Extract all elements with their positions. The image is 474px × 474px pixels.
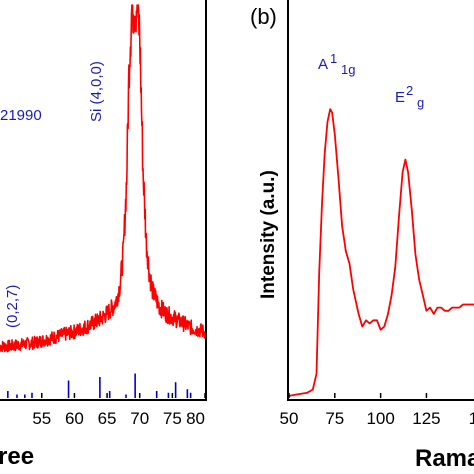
panel-b: 50 75 100 125 1 (b) Intensity (a.u.) Rama A …: [250, 0, 474, 472]
x-tick-label: 125: [412, 409, 440, 428]
x-tick-label: 50: [280, 409, 299, 428]
x-tick-label: 80: [186, 409, 205, 428]
panel-a-series-line: [0, 4, 206, 353]
e2g-sup: 2: [406, 83, 413, 98]
x-tick-label: 65: [98, 409, 117, 428]
panel-b-frame: [287, 0, 474, 401]
panel-a-x-axis-title: ree: [0, 443, 34, 470]
e2g-sub: g: [417, 95, 424, 110]
x-tick-label: 75: [163, 409, 182, 428]
x-tick-label: 70: [130, 409, 149, 428]
panel-a-reference-lines: [7, 373, 192, 398]
x-tick-label: 55: [32, 409, 51, 428]
panel-a-frame: [0, 0, 207, 401]
x-tick-label: 75: [325, 409, 344, 428]
panel-b-x-ticks: 50 75 100 125 1: [280, 393, 474, 428]
panel-b-annotation-e2g: E 2 g: [395, 83, 424, 110]
panel-a-annotation-pdf: 21990: [0, 107, 42, 124]
a1g-sub: 1g: [341, 62, 355, 77]
a1g-main: A: [318, 56, 328, 73]
panel-b-y-axis-title: Intensity (a.u.): [258, 170, 279, 299]
panel-a-annotation-si: Si (4,0,0): [88, 61, 105, 122]
x-tick-label: 1: [469, 409, 474, 428]
panel-a-annotation-027: (0,2,7): [4, 285, 21, 328]
panel-b-label: (b): [250, 4, 277, 29]
x-tick-label: 60: [65, 409, 84, 428]
a1g-sup: 1: [330, 51, 337, 66]
panel-b-annotation-a1g: A 1 1g: [318, 51, 355, 77]
panel-b-x-axis-title: Rama: [415, 445, 474, 472]
panel-a-x-ticks: 55 60 65 70 75 80: [32, 393, 206, 428]
panel-a: 55 60 65 70 75 80 ree 21990 Si (4,0,0) (0,2,7…: [0, 0, 207, 470]
panel-b-series-line: [288, 108, 474, 397]
e2g-main: E: [395, 89, 405, 106]
x-tick-label: 100: [366, 409, 394, 428]
